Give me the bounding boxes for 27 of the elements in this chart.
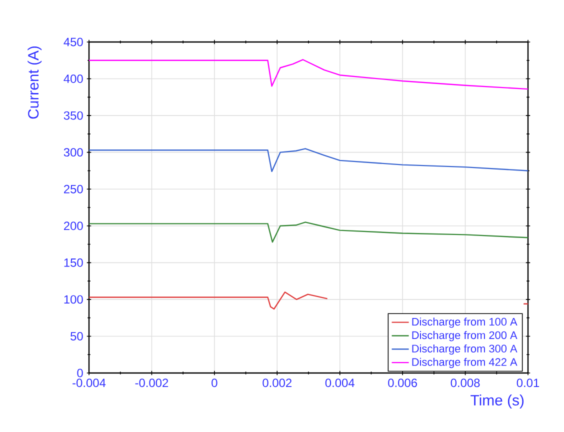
y-tick-label: 400 <box>64 74 83 83</box>
x-tick-label: 0.006 <box>388 378 418 388</box>
y-tick-label: 0 <box>77 368 83 378</box>
y-tick-label: 150 <box>64 258 83 267</box>
y-tick-label: 100 <box>64 295 83 304</box>
legend-label: Discharge from 200 A <box>412 331 518 342</box>
x-tick-label: -0.002 <box>135 378 168 388</box>
y-tick-label: 300 <box>64 148 83 157</box>
line-series <box>89 59 528 90</box>
line-series <box>89 222 528 243</box>
y-tick-label: 250 <box>64 184 83 194</box>
y-tick-label: 200 <box>64 222 83 230</box>
y-axis-title: Current (A) <box>28 46 42 119</box>
y-tick-label: 350 <box>64 111 83 120</box>
x-tick-label: 0.008 <box>450 378 480 388</box>
line-series <box>89 148 528 172</box>
y-tick-label: 450 <box>64 38 83 46</box>
x-tick-label: 0.004 <box>325 378 354 388</box>
legend-label: Discharge from 100 A <box>412 318 518 328</box>
x-tick-label: -0.004 <box>72 378 106 388</box>
y-tick-label: 50 <box>70 332 83 340</box>
legend-label: Discharge from 300 A <box>412 344 518 355</box>
x-tick-label: 0.002 <box>262 378 292 388</box>
legend-label: Discharge from 422 A <box>412 358 518 368</box>
x-tick-label: 0.01 <box>516 378 540 388</box>
x-axis-title: Time (s) <box>470 394 524 408</box>
x-tick-label: 0 <box>212 378 218 388</box>
